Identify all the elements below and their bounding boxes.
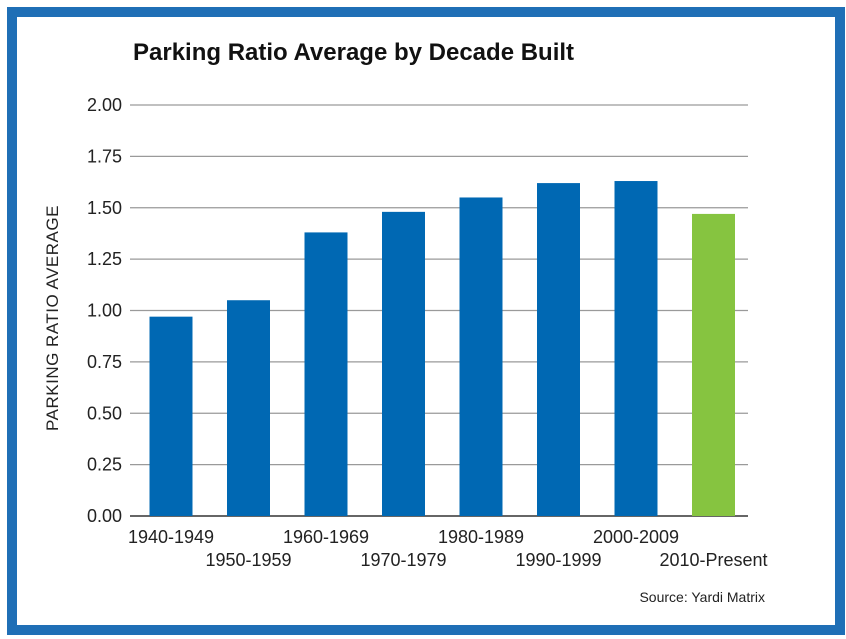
bar-1990-1999 (537, 183, 580, 516)
x-category-label: 1990-1999 (515, 550, 601, 570)
x-category-label: 1960-1969 (283, 527, 369, 547)
bar-1980-1989 (459, 197, 503, 516)
bar-1940-1949 (149, 316, 193, 516)
y-tick-label: 0.00 (87, 506, 122, 526)
bar-2000-2009 (614, 181, 658, 516)
y-tick-label: 1.75 (87, 146, 122, 166)
source-note: Source: Yardi Matrix (639, 589, 765, 605)
y-tick-label: 0.50 (87, 403, 122, 423)
y-tick-labels: 0.00 0.25 0.50 0.75 1.00 1.25 1.50 1.75 2.00 (87, 95, 122, 526)
x-category-label: 1940-1949 (128, 527, 214, 547)
y-tick-label: 1.50 (87, 198, 122, 218)
bar-2010-present (692, 213, 735, 517)
x-category-label: 1950-1959 (205, 550, 291, 570)
x-category-label: 1970-1979 (360, 550, 446, 570)
y-axis-label: PARKING RATIO AVERAGE (43, 205, 62, 431)
x-category-label: 2010-Present (659, 550, 767, 570)
y-tick-label: 0.25 (87, 455, 122, 475)
y-tick-label: 1.25 (87, 249, 122, 269)
bars (149, 181, 735, 517)
bar-1970-1979 (382, 211, 425, 517)
x-category-label: 2000-2009 (593, 527, 679, 547)
x-category-labels: 1940-1949 1950-1959 1960-1969 1970-1979 1980… (128, 527, 768, 570)
bar-1950-1959 (227, 300, 270, 516)
chart-title: Parking Ratio Average by Decade Built (133, 39, 574, 66)
y-tick-label: 2.00 (87, 95, 122, 115)
x-category-label: 1980-1989 (438, 527, 524, 547)
y-tick-label: 1.00 (87, 301, 122, 321)
bar-1960-1969 (304, 232, 348, 516)
y-tick-label: 0.75 (87, 352, 122, 372)
